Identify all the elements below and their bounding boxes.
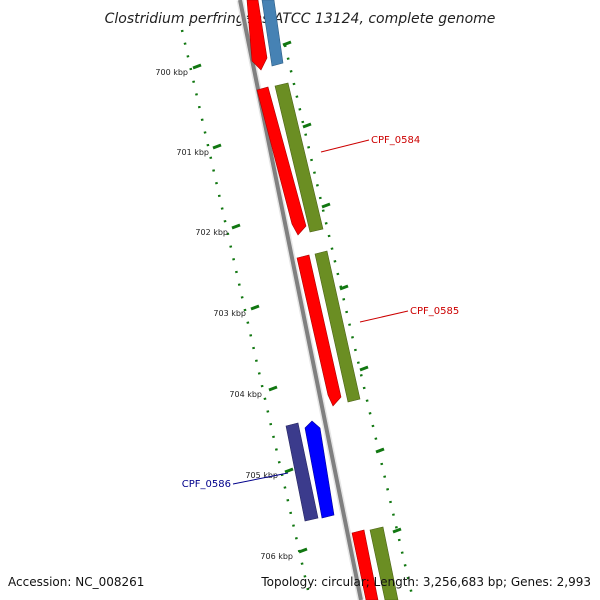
cds-feature-red[interactable] (351, 529, 379, 600)
gene-label-cpf-0585[interactable]: CPF_0585 (410, 306, 459, 317)
outer-tick-mark (392, 527, 402, 534)
outer-tick-mark (339, 284, 349, 291)
tick-label-705: 705 kbp (245, 471, 278, 480)
cds-feature-blue[interactable] (304, 420, 335, 519)
genome-summary-text: Topology: circular; Length: 3,256,683 bp… (260, 575, 591, 589)
outer-tick-mark (282, 40, 292, 47)
cds-feature-olive[interactable] (274, 82, 324, 233)
cds-feature-red[interactable] (256, 86, 307, 236)
cds-feature-navy[interactable] (285, 422, 319, 522)
tick-label-706: 706 kbp (260, 552, 293, 561)
cds-feature-olive[interactable] (369, 526, 399, 600)
tick-mark-705 (284, 467, 294, 474)
cds-feature-red[interactable] (246, 0, 268, 71)
outer-major-ticks (282, 40, 402, 534)
gene-leader-cpf-0585 (359, 310, 409, 323)
tick-label-702: 702 kbp (195, 228, 228, 237)
tick-mark-704 (268, 385, 278, 392)
tick-mark-700 (192, 63, 202, 70)
outer-tick-mark (375, 447, 385, 454)
tick-mark-701 (212, 143, 222, 150)
tick-mark-703 (250, 304, 260, 311)
tick-label-700: 700 kbp (155, 68, 188, 77)
outer-tick-mark (302, 122, 312, 129)
gene-label-cpf-0584[interactable]: CPF_0584 (371, 135, 420, 146)
cds-feature-red[interactable] (296, 254, 342, 407)
cds-feature-olive[interactable] (314, 250, 361, 403)
gene-leader-cpf-0584 (320, 139, 370, 153)
tick-label-703: 703 kbp (213, 309, 246, 318)
tick-mark-702 (231, 223, 241, 230)
outer-tick-mark (359, 365, 369, 372)
outer-tick-mark (321, 202, 331, 209)
cds-feature-steelblue[interactable] (261, 0, 284, 67)
inner-tick-track (180, 29, 310, 591)
gene-label-cpf-0586[interactable]: CPF_0586 (182, 479, 231, 490)
tick-label-704: 704 kbp (229, 390, 262, 399)
accession-text: Accession: NC_008261 (8, 575, 144, 589)
tick-label-701: 701 kbp (176, 148, 209, 157)
tick-mark-706 (298, 547, 308, 554)
major-ticks (192, 63, 308, 554)
gene-leader-cpf-0586 (232, 472, 289, 485)
map-title: Clostridium perfringens ATCC 13124, comp… (105, 11, 496, 27)
